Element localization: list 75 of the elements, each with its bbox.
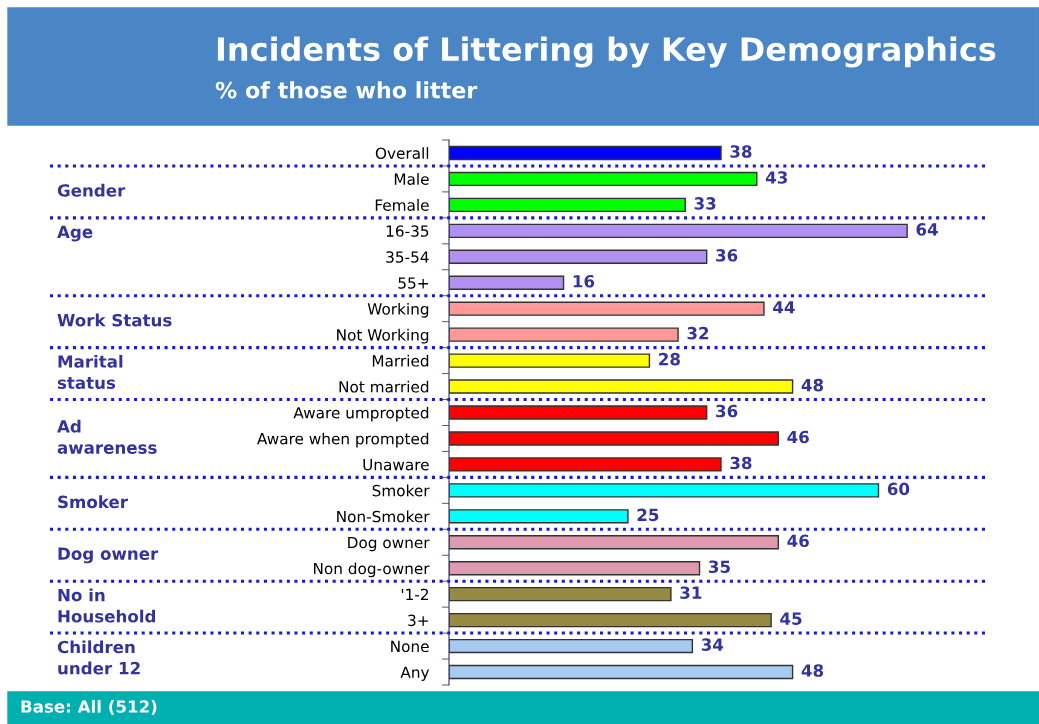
bar — [449, 612, 772, 628]
bar — [449, 249, 708, 264]
data-label: 48 — [801, 664, 824, 677]
y-tick-label: Married — [372, 354, 429, 367]
text: Marital status — [57, 354, 123, 390]
data-label: 36 — [716, 404, 738, 418]
y-tick-label: Not married — [339, 380, 429, 393]
bar — [449, 353, 651, 368]
y-tick-label: 55+ — [398, 277, 428, 289]
bar — [449, 586, 672, 602]
text: Ad awareness — [57, 419, 157, 454]
text: Base: All (512) — [21, 699, 157, 715]
y-tick-label: Not Working — [337, 328, 429, 344]
bar — [449, 431, 779, 446]
y-tick-label: 3+ — [408, 614, 428, 627]
y-tick-label: Working — [367, 302, 429, 318]
y-tick-label: Non dog-owner — [313, 562, 430, 578]
data-label: 48 — [801, 378, 824, 392]
y-tick-label: 35-54 — [386, 251, 429, 263]
bar — [449, 327, 679, 342]
bar — [449, 171, 758, 187]
y-tick-label: Non-Smoker — [337, 510, 430, 523]
bar — [449, 197, 686, 213]
data-label: 35 — [708, 560, 730, 574]
chart-subtitle: % of those who litter — [215, 81, 478, 99]
y-tick-label: Female — [375, 199, 429, 211]
y-tick-label: Dog owner — [348, 536, 430, 552]
data-label: 33 — [694, 197, 716, 210]
y-tick-label: Male — [394, 173, 429, 185]
bar — [449, 223, 908, 239]
chart-title: Incidents of Littering by Key Demographics — [217, 36, 996, 68]
text: No in Household — [58, 588, 156, 623]
bar — [449, 275, 565, 290]
text: Age — [57, 225, 93, 242]
data-label: 43 — [765, 171, 787, 184]
data-label: 46 — [787, 534, 809, 548]
bar — [449, 638, 694, 654]
bar — [449, 301, 765, 316]
data-label: 32 — [687, 326, 709, 340]
data-label: 31 — [680, 586, 702, 599]
bar — [449, 379, 794, 394]
data-label: 64 — [916, 223, 938, 236]
data-label: 34 — [701, 638, 724, 651]
y-tick-label: None — [391, 640, 429, 653]
text: Work Status — [57, 313, 172, 327]
data-label: 38 — [730, 145, 752, 158]
data-label: 25 — [637, 508, 659, 522]
y-tick-label: '1-2 — [401, 588, 429, 600]
y-tick-label: Aware when prompted — [257, 432, 429, 448]
bar — [449, 664, 794, 680]
bar — [449, 457, 722, 472]
text: Gender — [57, 183, 126, 197]
bar — [449, 405, 708, 420]
bar — [449, 509, 629, 524]
data-label: 28 — [659, 352, 680, 366]
text: Smoker — [58, 495, 128, 509]
data-label: 38 — [730, 456, 752, 470]
data-label: 46 — [787, 430, 809, 444]
y-tick-label: 16-35 — [386, 225, 429, 237]
data-label: 36 — [716, 249, 738, 262]
y-tick-label: Aware umpropted — [293, 406, 429, 422]
data-label: 60 — [887, 482, 910, 496]
data-label: 44 — [773, 301, 795, 314]
bar — [449, 561, 701, 576]
bar — [449, 535, 779, 550]
bar — [449, 483, 880, 498]
bar — [449, 145, 722, 161]
data-label: 16 — [573, 274, 595, 288]
text: Dog owner — [58, 547, 159, 564]
y-tick-label: Smoker — [372, 484, 430, 497]
data-label: 45 — [780, 612, 802, 625]
y-tick-label: Overall — [375, 147, 429, 159]
text: Children under 12 — [57, 640, 140, 675]
y-tick-label: Unaware — [363, 459, 429, 471]
y-tick-label: Any — [400, 666, 430, 682]
